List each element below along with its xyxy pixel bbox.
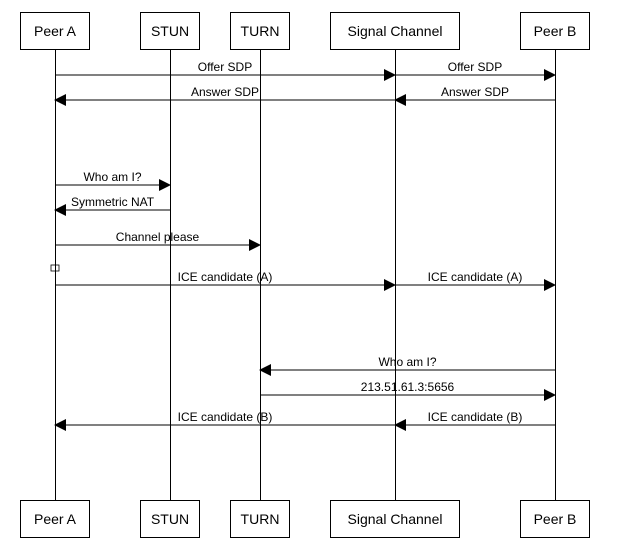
message-label: Who am I?	[378, 355, 436, 369]
message-label: ICE candidate (A)	[178, 270, 273, 284]
participant-box-signal-top: Signal Channel	[330, 12, 460, 50]
message-label: Offer SDP	[198, 60, 252, 74]
lifeline-signal	[395, 50, 396, 500]
message-label: ICE candidate (B)	[178, 410, 273, 424]
participant-label: STUN	[151, 23, 189, 39]
participant-label: STUN	[151, 511, 189, 527]
message-label: Who am I?	[83, 170, 141, 184]
message-label: Channel please	[116, 230, 199, 244]
lifeline-peerB	[555, 50, 556, 500]
sequence-diagram: Peer A Peer A STUN STUN TURN TURN Signal Chann…	[0, 0, 641, 559]
message-label: Offer SDP	[448, 60, 502, 74]
participant-box-peerA-bottom: Peer A	[20, 500, 90, 538]
message-label: ICE candidate (A)	[428, 270, 523, 284]
participant-box-stun-top: STUN	[140, 12, 200, 50]
arrows-layer	[0, 0, 641, 559]
lifeline-stun	[170, 50, 171, 500]
message-label: Symmetric NAT	[71, 195, 154, 209]
participant-box-stun-bottom: STUN	[140, 500, 200, 538]
participant-box-turn-bottom: TURN	[230, 500, 290, 538]
participant-label: Peer B	[534, 23, 577, 39]
participant-box-peerB-top: Peer B	[520, 12, 590, 50]
participant-label: TURN	[241, 23, 280, 39]
participant-box-turn-top: TURN	[230, 12, 290, 50]
participant-label: Signal Channel	[348, 511, 443, 527]
message-label: Answer SDP	[441, 85, 509, 99]
message-label: Answer SDP	[191, 85, 259, 99]
participant-box-signal-bottom: Signal Channel	[330, 500, 460, 538]
participant-label: Peer A	[34, 23, 76, 39]
participant-label: Peer B	[534, 511, 577, 527]
message-label: 213.51.61.3:5656	[361, 380, 454, 394]
participant-label: Signal Channel	[348, 23, 443, 39]
participant-box-peerB-bottom: Peer B	[520, 500, 590, 538]
participant-label: TURN	[241, 511, 280, 527]
lifeline-peerA	[55, 50, 56, 500]
participant-box-peerA-top: Peer A	[20, 12, 90, 50]
message-label: ICE candidate (B)	[428, 410, 523, 424]
participant-label: Peer A	[34, 511, 76, 527]
